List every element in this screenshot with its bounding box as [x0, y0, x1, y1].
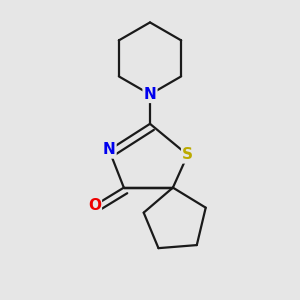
Text: N: N: [103, 142, 116, 158]
Text: O: O: [88, 198, 101, 213]
Text: N: N: [144, 87, 156, 102]
Text: S: S: [182, 147, 193, 162]
